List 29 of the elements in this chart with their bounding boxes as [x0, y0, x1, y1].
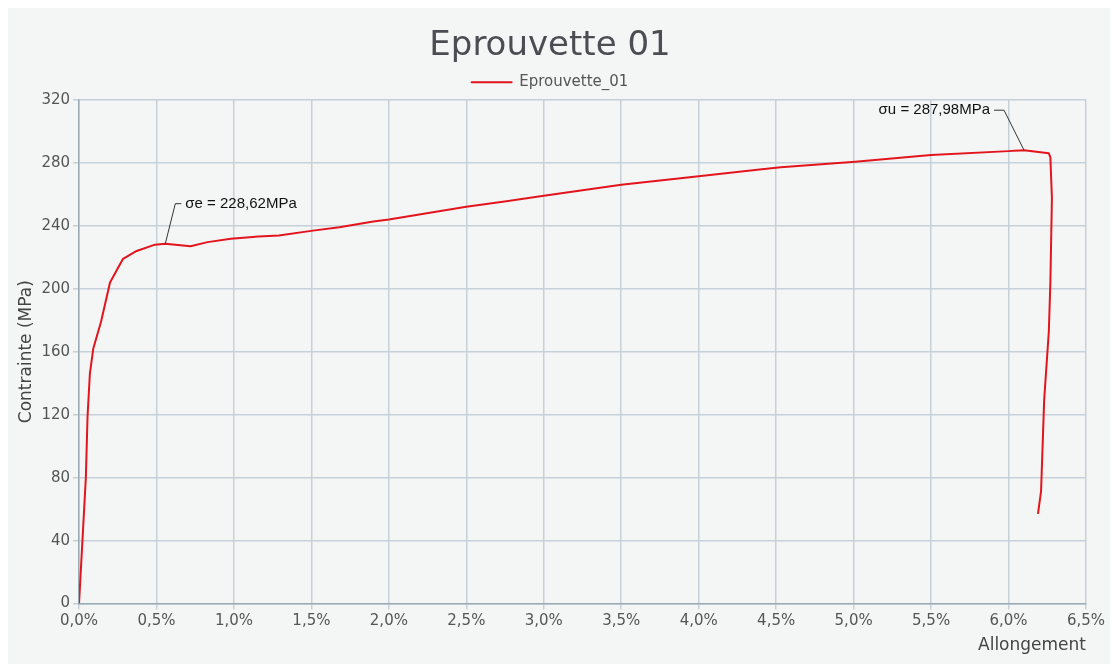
- y-tick-label: 320: [41, 89, 71, 108]
- x-tick-label: 5,0%: [834, 611, 873, 630]
- y-tick-label: 160: [41, 341, 71, 360]
- x-tick-label: 1,5%: [292, 611, 331, 630]
- y-tick-label: 0: [60, 593, 71, 612]
- y-tick-label: 280: [41, 152, 71, 171]
- x-tick-label: 5,5%: [912, 611, 951, 630]
- y-tick-label: 80: [50, 467, 71, 486]
- x-tick-label: 3,0%: [524, 611, 563, 630]
- annotation: σe = 228,62MPa: [185, 193, 298, 211]
- chart-title: Eprouvette 01: [429, 23, 671, 64]
- x-tick-label: 4,5%: [757, 611, 796, 630]
- x-tick-label: 6,5%: [1066, 611, 1106, 630]
- x-tick-label: 2,5%: [447, 611, 486, 630]
- y-tick-label: 200: [41, 278, 71, 297]
- x-tick-label: 0,5%: [137, 611, 176, 630]
- x-axis-title: Allongement: [978, 634, 1087, 655]
- x-tick-label: 2,0%: [369, 611, 408, 630]
- y-tick-label: 240: [41, 215, 71, 234]
- y-axis-title: Contrainte (MPa): [14, 280, 35, 424]
- y-tick-label: 40: [50, 530, 71, 549]
- x-tick-label: 6,0%: [989, 611, 1028, 630]
- legend-label: Eprouvette_01: [519, 72, 629, 92]
- x-tick-label: 4,0%: [679, 611, 718, 630]
- x-tick-label: 1,0%: [214, 611, 253, 630]
- x-tick-label: 0,0%: [59, 611, 99, 630]
- y-tick-label: 120: [41, 404, 71, 423]
- annotation: σu = 287,98MPa: [878, 100, 991, 118]
- x-tick-label: 3,5%: [602, 611, 641, 630]
